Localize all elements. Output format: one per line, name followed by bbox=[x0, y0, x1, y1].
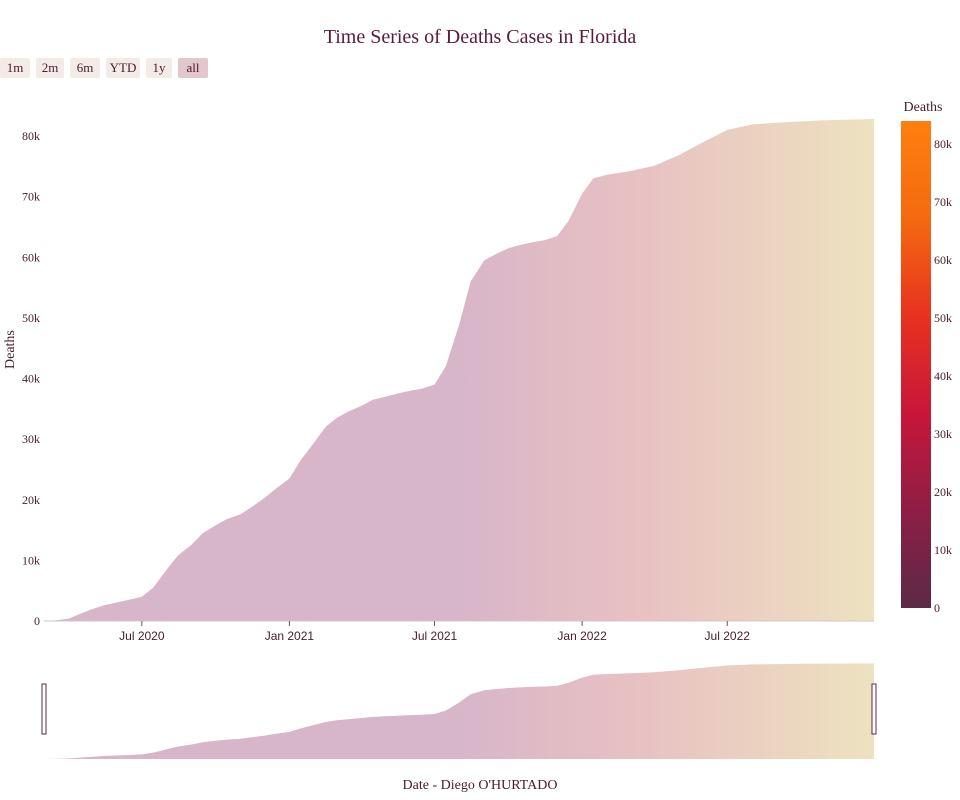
y-tick-label: 10k bbox=[22, 553, 40, 567]
colorbar-gradient bbox=[901, 121, 931, 608]
range-slider-right-handle[interactable] bbox=[871, 683, 877, 735]
range-slider-area bbox=[44, 663, 874, 759]
colorbar-tick-label: 50k bbox=[934, 311, 952, 325]
y-axis: 0 10k 20k 30k 40k 50k 60k 70k 80k bbox=[22, 129, 40, 628]
colorbar-tick-label: 20k bbox=[934, 485, 952, 499]
range-button-ytd[interactable]: YTD bbox=[106, 58, 140, 78]
range-slider[interactable] bbox=[41, 663, 877, 759]
y-tick-label: 60k bbox=[22, 250, 40, 264]
x-tick-label: Jul 2022 bbox=[705, 629, 751, 643]
colorbar-tick-label: 40k bbox=[934, 369, 952, 383]
colorbar-tick-label: 30k bbox=[934, 427, 952, 441]
x-tick-label: Jan 2022 bbox=[557, 629, 607, 643]
colorbar-tick-label: 70k bbox=[934, 195, 952, 209]
colorbar-tick-label: 0 bbox=[934, 601, 940, 615]
colorbar: 0 10k 20k 30k 40k 50k 60k 70k 80k bbox=[901, 121, 952, 615]
y-tick-label: 20k bbox=[22, 493, 40, 507]
range-button-2m[interactable]: 2m bbox=[36, 58, 64, 78]
y-tick-label: 70k bbox=[22, 190, 40, 204]
main-plot-area[interactable] bbox=[44, 119, 874, 622]
x-tick-label: Jul 2020 bbox=[119, 629, 165, 643]
x-tick-label: Jan 2021 bbox=[265, 629, 315, 643]
range-button-1m[interactable]: 1m bbox=[0, 58, 30, 78]
range-button-6m[interactable]: 6m bbox=[70, 58, 100, 78]
y-axis-title: Deaths bbox=[3, 330, 18, 369]
y-tick-label: 50k bbox=[22, 311, 40, 325]
y-tick-label: 30k bbox=[22, 432, 40, 446]
range-button-all[interactable]: all bbox=[178, 58, 208, 78]
area-series-deaths bbox=[44, 119, 874, 621]
chart-title: Time Series of Deaths Cases in Florida bbox=[323, 26, 637, 48]
y-tick-label: 80k bbox=[22, 129, 40, 143]
colorbar-tick-label: 10k bbox=[934, 543, 952, 557]
x-axis: Jul 2020 Jan 2021 Jul 2021 Jan 2022 Jul 2022 bbox=[119, 621, 750, 643]
colorbar-title: Deaths bbox=[903, 100, 943, 115]
y-tick-label: 40k bbox=[22, 372, 40, 386]
x-axis-title: Date - Diego O'HURTADO bbox=[402, 778, 558, 793]
colorbar-tick-label: 60k bbox=[934, 253, 952, 267]
x-tick-label: Jul 2021 bbox=[412, 629, 458, 643]
colorbar-tick-label: 80k bbox=[934, 137, 952, 151]
range-button-1y[interactable]: 1y bbox=[146, 58, 172, 78]
range-slider-left-handle[interactable] bbox=[41, 683, 47, 735]
y-tick-label: 0 bbox=[34, 614, 40, 628]
